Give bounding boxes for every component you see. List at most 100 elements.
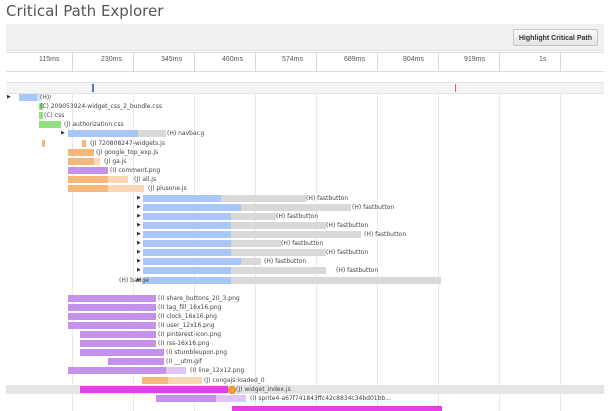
timing-bar (143, 249, 231, 256)
timeline-overview[interactable] (6, 82, 604, 94)
timing-bar (156, 395, 216, 402)
timing-bar (143, 258, 241, 265)
grid-line (499, 93, 500, 411)
row-conga-loaded[interactable]: (J) congajs:loaded_0 (6, 376, 604, 385)
grid-line (560, 93, 561, 411)
ruler-tick (377, 53, 378, 71)
row-line[interactable]: (I) line_12x12.png (6, 366, 604, 375)
row-widget-index[interactable]: (J) widget_index.js (6, 385, 604, 394)
timing-bar (241, 258, 261, 265)
timing-bar (231, 240, 281, 247)
row-all-js[interactable]: (J) all.js (6, 175, 604, 184)
expand-arrow-icon[interactable]: ▶ (137, 195, 141, 201)
critical-marker-icon (228, 386, 236, 394)
row-widgets-js[interactable]: (J) 720808247-widgets.js (6, 139, 604, 148)
row-authorization-css[interactable]: (J) authorization.css (6, 120, 604, 129)
timing-bar (168, 377, 202, 384)
timing-bar (216, 395, 246, 402)
row-fastbutton-2[interactable]: ▶ (H) fastbutton (6, 203, 604, 212)
timing-bar (143, 222, 231, 229)
ruler-tick-label: 574ms (282, 56, 304, 63)
row-label: (H) fastbutton (336, 267, 379, 274)
ruler-tick-label: 919ms (464, 56, 486, 63)
expand-arrow-icon[interactable]: ▶ (137, 258, 141, 264)
row-label: (I) tag_fill_16x16.png (158, 304, 222, 311)
timing-bar (166, 367, 186, 374)
row-label: (H) fastbutton (364, 231, 407, 238)
row-fastbutton-1[interactable]: ▶ (H) fastbutton (6, 194, 604, 203)
row-label: (I) user_12x16.png (158, 322, 215, 329)
expand-arrow-icon[interactable]: ▶ (137, 240, 141, 246)
expand-arrow-icon[interactable]: ▶ (7, 94, 11, 100)
timing-bar (143, 195, 221, 202)
row-fastbutton-5[interactable]: ▶ (H) fastbutton (6, 230, 604, 239)
timing-bar (68, 185, 108, 192)
ruler-tick (316, 53, 317, 71)
expand-arrow-icon[interactable]: ▶ (137, 277, 141, 283)
timing-bar (42, 140, 45, 147)
row-utm-gif[interactable]: (I) __utm.gif (6, 357, 604, 366)
expand-arrow-icon[interactable]: ▶ (137, 231, 141, 237)
timing-bar (68, 176, 108, 183)
row-clock[interactable]: (I) clock_16x16.png (6, 312, 604, 321)
row-label: (J) congajs:loaded_0 (204, 377, 265, 384)
expand-arrow-icon[interactable]: ▶ (137, 213, 141, 219)
row-fastbutton-3[interactable]: ▶ (H) fastbutton (6, 212, 604, 221)
expand-arrow-icon[interactable]: ▶ (137, 204, 141, 210)
row-user[interactable]: (I) user_12x16.png (6, 321, 604, 330)
row-pinterest-icon[interactable]: (I) pinterest-icon.png (6, 330, 604, 339)
grid-line (72, 93, 73, 411)
row-root[interactable]: ▶ (H)/ (6, 93, 604, 102)
row-fastbutton-9[interactable]: ▶ (H) fastbutton (6, 266, 604, 275)
ruler-tick (194, 53, 195, 71)
row-fastbutton-8[interactable]: ▶ (H) fastbutton (6, 257, 604, 266)
timing-bar (231, 222, 326, 229)
timing-bar (80, 349, 164, 356)
row-ga-js[interactable]: (J) ga.js (6, 157, 604, 166)
timing-bar (143, 213, 231, 220)
row-label: (H) fastbutton (352, 204, 395, 211)
row-plusone-js[interactable]: (J) plusone.js (6, 184, 604, 193)
row-label: (H) fastbutton (281, 240, 324, 247)
row-fastbutton-7[interactable]: ▶ (H) fastbutton (6, 248, 604, 257)
timing-bar (231, 277, 441, 284)
critical-path-strip (232, 406, 442, 411)
grid-line (133, 93, 134, 411)
timing-bar (231, 231, 361, 238)
row-tag-fill[interactable]: (I) tag_fill_16x16.png (6, 303, 604, 312)
row-comment-png[interactable]: (I) comment.png (6, 166, 604, 175)
row-sprite[interactable]: (I) sprite4-a67f741843ffc42c8834c34bd01b… (6, 394, 604, 403)
page-title: Critical Path Explorer (6, 2, 164, 20)
timing-bar (68, 322, 156, 329)
ruler-tick (560, 53, 561, 71)
timing-bar (68, 313, 156, 320)
row-label: (I) clock_16x16.png (158, 313, 217, 320)
timing-bar (221, 195, 306, 202)
row-navbar[interactable]: ▶ (H) navbar.g (6, 129, 604, 138)
row-label: (H) fastbutton (276, 213, 319, 220)
row-share-buttons[interactable]: (I) share_buttons_20_3.png (6, 294, 604, 303)
row-fastbutton-6[interactable]: ▶ (H) fastbutton (6, 239, 604, 248)
row-widget-css-bundle[interactable]: (C) 209053924-widget_css_2_bundle.css (6, 102, 604, 111)
row-label: (H) fastbutton (264, 258, 307, 265)
expand-arrow-icon[interactable]: ▶ (137, 249, 141, 255)
ruler-tick-label: 460ms (222, 56, 244, 63)
row-fastbutton-4[interactable]: ▶ (H) fastbutton (6, 221, 604, 230)
highlight-critical-path-button[interactable]: Highlight Critical Path (512, 29, 598, 46)
expand-arrow-icon[interactable]: ▶ (137, 222, 141, 228)
expand-arrow-icon[interactable]: ▶ (137, 267, 141, 273)
row-label: (I) sprite4-a67f741843ffc42c8834c34bd01b… (250, 395, 391, 402)
row-google-top-exp[interactable]: (J) google_top_exp.js (6, 148, 604, 157)
row-badge[interactable]: ▶ (H) badge (6, 276, 604, 285)
row-rss[interactable]: (I) rss-16x16.png (6, 339, 604, 348)
row-css[interactable]: (C) css (6, 111, 604, 120)
row-label: (J) ga.js (104, 158, 127, 165)
row-label: (I) comment.png (110, 167, 161, 174)
row-stumbleupon[interactable]: (I) stumbleupon.png (6, 348, 604, 357)
timing-bar (80, 331, 156, 338)
timing-bar (37, 94, 41, 101)
timing-bar (108, 176, 128, 183)
timing-bar (68, 130, 138, 137)
expand-arrow-icon[interactable]: ▶ (61, 130, 65, 136)
timeline-ruler: 115ms 230ms 345ms 460ms 574ms 689ms 804ms 919ms… (6, 52, 604, 72)
